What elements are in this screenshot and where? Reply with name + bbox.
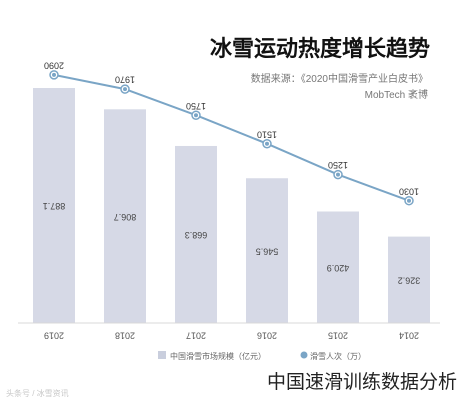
line-value-label: 1250: [328, 160, 348, 170]
legend: 中国滑雪市场规模（亿元） 滑雪人次（万）: [158, 351, 366, 361]
line-point-core: [123, 87, 127, 92]
line-point-core: [265, 141, 269, 146]
legend-swatch-line: [300, 351, 308, 359]
bars-layer: [33, 88, 430, 323]
x-tick-label: 2014: [399, 331, 419, 341]
bar-value-label: 420.9: [327, 263, 350, 273]
bar: [388, 236, 430, 323]
chart-source: 数据来源：《2020中国滑雪产业白皮书》: [251, 72, 428, 85]
bar: [104, 109, 146, 323]
bar-value-label: 887.1: [43, 201, 66, 211]
x-tick-label: 2018: [115, 331, 135, 341]
line-value-label: 2090: [44, 60, 64, 70]
bar: [175, 145, 217, 323]
x-tick-label: 2017: [186, 331, 206, 341]
bar: [33, 88, 75, 323]
line-value-label: 1510: [257, 129, 277, 139]
x-tick-label: 2015: [328, 331, 348, 341]
chart-source-org: MobTech 袤博: [365, 88, 428, 101]
line-layer: [49, 70, 414, 206]
x-tick-label: 2019: [44, 331, 64, 341]
bar-value-label: 668.3: [185, 230, 208, 240]
bar: [317, 211, 359, 323]
line-point-core: [407, 198, 411, 203]
line-value-label: 1970: [115, 75, 135, 85]
bar-value-label: 806.7: [114, 212, 137, 222]
labels-layer: 887.1 806.7 668.3 546.5 420.9 326.2 2019 2018 20…: [43, 60, 421, 340]
bar-value-label: 546.5: [256, 246, 279, 256]
series-line: [53, 73, 410, 202]
watermark-small: 头条号 / 冰雪资讯: [6, 388, 69, 398]
chart-title: 冰雪运动热度增长趋势: [210, 36, 430, 62]
bar-value-label: 326.2: [398, 275, 421, 285]
legend-swatch-bar: [158, 351, 166, 359]
line-point-core: [52, 72, 56, 77]
line-value-label: 1750: [186, 101, 206, 111]
legend-label-bar: 中国滑雪市场规模（亿元）: [170, 351, 266, 361]
line-point-core: [194, 113, 198, 118]
line-point-core: [336, 172, 340, 177]
legend-label-line: 滑雪人次（万）: [310, 351, 366, 361]
x-tick-label: 2016: [257, 331, 277, 341]
watermark: 中国速滑训练数据分析: [266, 371, 457, 393]
bar: [246, 178, 288, 323]
line-value-label: 1030: [399, 186, 419, 196]
